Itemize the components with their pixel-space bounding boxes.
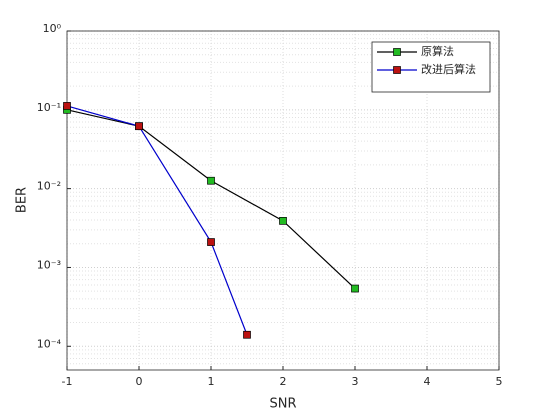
series-line [66, 105, 248, 335]
y-tick-label: 10⁰ [43, 22, 62, 35]
legend-marker [393, 48, 401, 56]
marker [135, 122, 143, 131]
x-tick-label: 4 [424, 375, 431, 388]
x-tick-label: 2 [280, 375, 287, 388]
marker [279, 217, 287, 225]
y-tick-label: 10⁻¹ [37, 101, 61, 114]
x-tick-label: 0 [136, 375, 143, 388]
marker [207, 176, 215, 185]
legend-label: 原算法 [421, 44, 454, 58]
marker [351, 284, 359, 293]
legend-label: 改进后算法 [421, 62, 476, 76]
x-tick-label: 1 [208, 375, 215, 388]
plot-frame [66, 30, 500, 371]
y-tick-label: 10⁻³ [37, 258, 61, 271]
marker [63, 102, 71, 110]
y-axis-label: BER [15, 187, 30, 213]
marker [243, 330, 251, 339]
y-tick-label: 10⁻⁴ [37, 337, 62, 350]
legend-marker [393, 66, 401, 74]
marker [207, 238, 215, 246]
x-tick-label: 5 [496, 375, 503, 388]
x-axis-label: SNR [269, 397, 296, 412]
y-tick-label: 10⁻² [37, 180, 61, 193]
x-tick-label: 3 [352, 375, 359, 388]
legend-box [371, 41, 491, 93]
x-tick-label: -1 [62, 375, 73, 388]
